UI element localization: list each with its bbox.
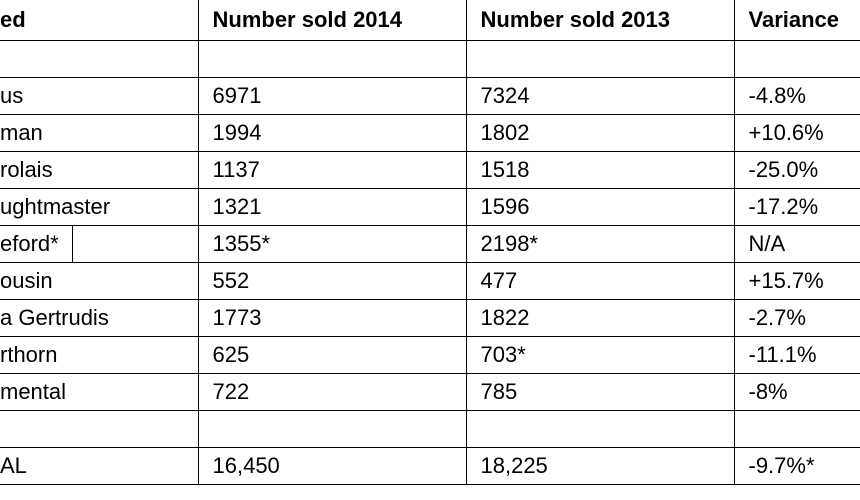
cell: 1596 bbox=[465, 188, 735, 226]
total-row: AL 16,450 18,225 -9.7%* bbox=[0, 447, 860, 485]
cell: -2.7% bbox=[733, 299, 860, 337]
empty-cell bbox=[465, 410, 735, 448]
cell: -8% bbox=[733, 373, 860, 411]
cell: 6971 bbox=[197, 77, 467, 115]
cell: +15.7% bbox=[733, 262, 860, 300]
empty-cell bbox=[733, 40, 860, 78]
data-row: eford* 1355* 2198* N/A bbox=[0, 225, 860, 263]
cell: 552 bbox=[197, 262, 467, 300]
cell: 1773 bbox=[197, 299, 467, 337]
cell: -25.0% bbox=[733, 151, 860, 189]
cell: AL bbox=[0, 447, 199, 485]
empty-row bbox=[0, 410, 860, 448]
sales-table: ed Number sold 2014 Number sold 2013 Varian… bbox=[0, 0, 860, 485]
header-cell: Number sold 2014 bbox=[197, 0, 467, 41]
header-cell: Variance bbox=[733, 0, 860, 41]
data-row: us 6971 7324 -4.8% bbox=[0, 77, 860, 115]
cell: 18,225 bbox=[465, 447, 735, 485]
header-cell: Number sold 2013 bbox=[465, 0, 735, 41]
empty-row bbox=[0, 40, 860, 78]
cell: 1994 bbox=[197, 114, 467, 152]
cell: 1802 bbox=[465, 114, 735, 152]
cell: us bbox=[0, 77, 199, 115]
cell: eford* bbox=[0, 225, 199, 263]
empty-cell bbox=[0, 40, 199, 78]
cell: 1355* bbox=[197, 225, 467, 263]
cell: mental bbox=[0, 373, 199, 411]
cell: +10.6% bbox=[733, 114, 860, 152]
cell: -4.8% bbox=[733, 77, 860, 115]
data-row: ughtmaster 1321 1596 -17.2% bbox=[0, 188, 860, 226]
cell: 785 bbox=[465, 373, 735, 411]
cell: ousin bbox=[0, 262, 199, 300]
header-row: ed Number sold 2014 Number sold 2013 Varian… bbox=[0, 0, 860, 41]
data-row: rolais 1137 1518 -25.0% bbox=[0, 151, 860, 189]
empty-cell bbox=[197, 40, 467, 78]
data-row: mental 722 785 -8% bbox=[0, 373, 860, 411]
cell: rthorn bbox=[0, 336, 199, 374]
data-row: a Gertrudis 1773 1822 -2.7% bbox=[0, 299, 860, 337]
cell: -17.2% bbox=[733, 188, 860, 226]
cell: 1137 bbox=[197, 151, 467, 189]
empty-cell bbox=[0, 410, 199, 448]
cell: -11.1% bbox=[733, 336, 860, 374]
cell: 703* bbox=[465, 336, 735, 374]
cell: 16,450 bbox=[197, 447, 467, 485]
data-row: man 1994 1802 +10.6% bbox=[0, 114, 860, 152]
cell: man bbox=[0, 114, 199, 152]
empty-cell bbox=[465, 40, 735, 78]
cell: N/A bbox=[733, 225, 860, 263]
cell: 1321 bbox=[197, 188, 467, 226]
cell: 625 bbox=[197, 336, 467, 374]
cell: 2198* bbox=[465, 225, 735, 263]
data-row: rthorn 625 703* -11.1% bbox=[0, 336, 860, 374]
cell: 477 bbox=[465, 262, 735, 300]
cell: 1822 bbox=[465, 299, 735, 337]
header-cell: ed bbox=[0, 0, 199, 41]
empty-cell bbox=[197, 410, 467, 448]
cell: ughtmaster bbox=[0, 188, 199, 226]
data-row: ousin 552 477 +15.7% bbox=[0, 262, 860, 300]
cell: a Gertrudis bbox=[0, 299, 199, 337]
cell: 722 bbox=[197, 373, 467, 411]
empty-cell bbox=[733, 410, 860, 448]
cell: rolais bbox=[0, 151, 199, 189]
cell: 7324 bbox=[465, 77, 735, 115]
cell: 1518 bbox=[465, 151, 735, 189]
cell: -9.7%* bbox=[733, 447, 860, 485]
